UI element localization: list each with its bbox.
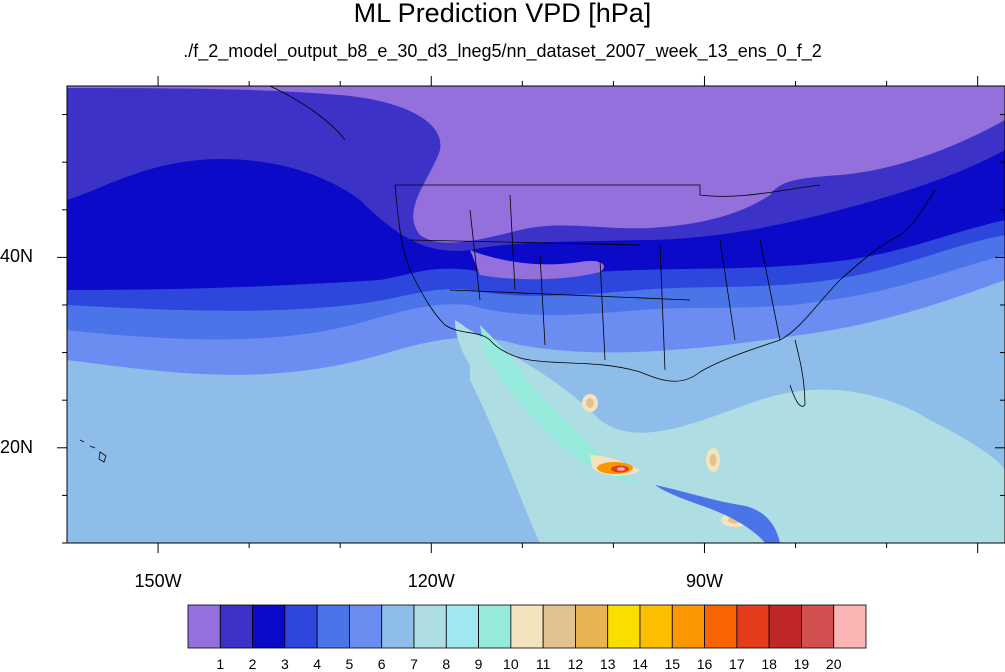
colorbar-label: 20 — [825, 656, 842, 672]
colorbar-swatch — [768, 604, 802, 649]
colorbar-swatch — [316, 604, 350, 649]
hawaii — [79, 439, 107, 463]
colorbar-swatch — [349, 604, 383, 649]
lat-label: 40N — [0, 246, 34, 267]
colorbar-label: 8 — [442, 656, 451, 672]
colorbar-swatch — [187, 604, 221, 649]
colorbar-swatch — [219, 604, 253, 649]
vpd-field — [67, 86, 1005, 543]
colorbar-label: 15 — [664, 656, 681, 672]
band-lvl-7-8-pacific — [67, 380, 530, 543]
colorbar-swatch — [381, 604, 415, 649]
colorbar-swatch — [445, 604, 479, 649]
colorbar-label: 7 — [410, 656, 418, 672]
colorbar-label: 14 — [632, 656, 648, 672]
colorbar-label: 1 — [216, 656, 225, 672]
lon-label: 150W — [134, 571, 182, 591]
chart-subtitle: ./f_2_model_output_b8_e_30_d3_lneg5/nn_d… — [183, 41, 822, 61]
colorbar-label: 3 — [280, 656, 289, 672]
colorbar-swatch — [542, 604, 576, 649]
coastlines — [269, 86, 936, 407]
colorbar-swatch — [639, 604, 673, 649]
colorbar-label: 17 — [729, 656, 745, 672]
lat-label: 20N — [0, 436, 34, 457]
colorbar-label: 4 — [313, 656, 322, 672]
colorbar-swatch — [413, 604, 447, 649]
colorbar-swatch — [801, 604, 835, 649]
map-frame — [66, 85, 1005, 544]
band-lvl-0-1-mountain — [470, 250, 604, 280]
colorbar-label: 12 — [567, 656, 584, 672]
colorbar-label: 16 — [696, 656, 713, 672]
colorbar-label: 9 — [474, 656, 483, 672]
band-lvl-0-1 — [67, 86, 1005, 243]
colorbar-label: 10 — [503, 656, 519, 672]
colorbar-label: 6 — [377, 656, 386, 672]
colorbar-swatch — [736, 604, 770, 649]
colorbar-swatch — [252, 604, 286, 649]
colorbar-swatch — [671, 604, 705, 649]
colorbar-swatch — [833, 604, 867, 649]
colorbar-label: 13 — [599, 656, 616, 672]
band-caribbean-5 — [655, 485, 780, 543]
colorbar-swatch — [510, 604, 544, 649]
colorbar-swatch — [478, 604, 512, 649]
colorbar-label: 19 — [793, 656, 810, 672]
chart-title: ML Prediction VPD [hPa] — [353, 0, 652, 28]
colorbar-swatch — [704, 604, 738, 649]
hotspot-20 — [617, 467, 625, 471]
lon-label: 120W — [407, 571, 455, 591]
colorbar-label: 5 — [345, 656, 354, 672]
map-ticks — [57, 76, 1005, 553]
colorbar-swatch — [284, 604, 318, 649]
colorbar-swatch — [607, 604, 641, 649]
colorbar — [187, 604, 867, 649]
lon-label: 90W — [685, 571, 723, 591]
spot-12-b — [709, 454, 717, 466]
colorbar-swatch — [575, 604, 609, 649]
colorbar-label: 11 — [535, 656, 551, 672]
colorbar-label: 2 — [248, 656, 257, 672]
spot-12-a — [586, 398, 594, 408]
colorbar-label: 18 — [761, 656, 777, 672]
